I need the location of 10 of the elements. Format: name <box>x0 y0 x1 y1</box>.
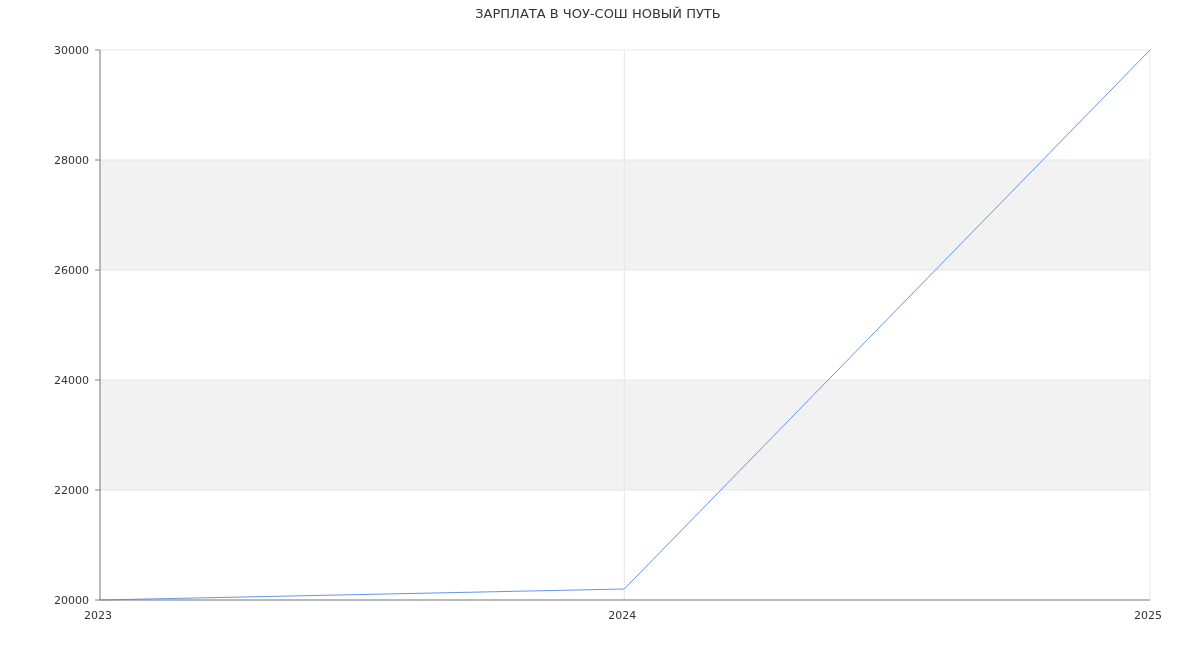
y-tick-label: 20000 <box>54 593 89 607</box>
y-tick-label: 28000 <box>54 153 89 167</box>
y-tick-label: 22000 <box>54 483 89 497</box>
y-tick-label: 30000 <box>54 43 89 57</box>
x-tick-label: 2025 <box>1134 609 1162 622</box>
y-tick-label: 24000 <box>54 373 89 387</box>
x-tick-label: 2023 <box>84 609 112 622</box>
x-tick-label: 2024 <box>608 609 637 622</box>
y-tick-label: 26000 <box>54 263 89 277</box>
chart-title: ЗАРПЛАТА В ЧОУ-СОШ НОВЫЙ ПУТЬ <box>475 6 721 21</box>
